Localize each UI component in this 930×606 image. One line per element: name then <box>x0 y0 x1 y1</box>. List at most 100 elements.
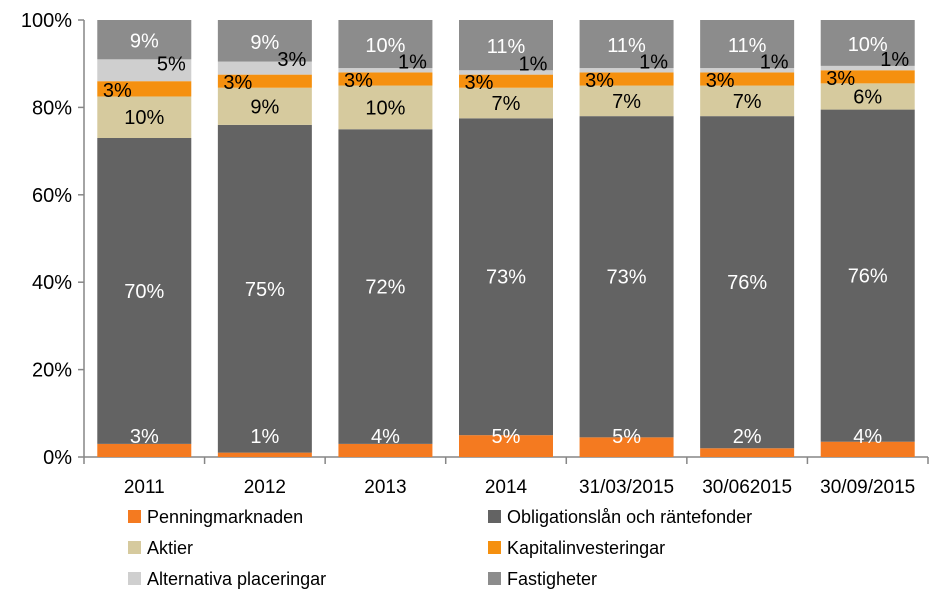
bar-segment <box>459 118 553 436</box>
data-label: 7% <box>733 91 762 113</box>
data-label: 3% <box>103 80 132 102</box>
x-tick-label: 2013 <box>364 477 406 498</box>
bar-segment <box>820 65 915 71</box>
bar-segment <box>338 68 433 73</box>
data-label: 73% <box>607 267 647 289</box>
data-label: 3% <box>706 70 735 92</box>
data-label: 9% <box>250 96 279 118</box>
bar-segment <box>97 137 192 444</box>
data-label: 1% <box>760 51 789 73</box>
legend-label: Alternativa placeringar <box>147 569 326 589</box>
x-tick-label: 2014 <box>485 477 528 498</box>
bars <box>97 20 915 457</box>
x-tick-label: 30/062015 <box>702 477 792 498</box>
y-tick-label: 100% <box>21 10 72 32</box>
y-tick-label: 0% <box>43 447 72 469</box>
data-label: 2% <box>733 426 762 448</box>
bar-segment <box>820 441 915 457</box>
x-tick-label: 2012 <box>244 477 286 498</box>
bar-segment <box>338 72 433 86</box>
y-tick-label: 40% <box>32 272 72 294</box>
bar-segment <box>459 435 553 457</box>
x-axis: 2011 2012 2013 2014 31/03/2015 30/062015 30/09… <box>83 456 929 498</box>
data-label: 5% <box>157 53 186 75</box>
bar-segment <box>700 20 795 69</box>
bar-segment <box>579 116 674 438</box>
bar-segment <box>579 68 674 73</box>
data-label: 3% <box>465 72 494 94</box>
legend-swatch <box>128 572 141 585</box>
bar-segment <box>97 81 192 97</box>
data-label: 76% <box>727 272 767 294</box>
data-label: 10% <box>365 35 405 57</box>
legend-swatch <box>488 572 501 585</box>
bar-segment <box>217 87 312 125</box>
legend-swatch <box>488 541 501 554</box>
data-label: 10% <box>848 34 888 56</box>
bar-segment <box>97 443 192 457</box>
data-label: 3% <box>277 49 306 71</box>
bar-segment <box>217 74 312 88</box>
bar-segment <box>338 20 433 69</box>
bar-segment <box>338 85 433 130</box>
bar-segment <box>820 83 915 110</box>
bar-segment <box>459 70 553 75</box>
data-label: 3% <box>223 72 252 94</box>
bar-segment <box>700 116 795 449</box>
data-label: 7% <box>612 91 641 113</box>
legend-swatch <box>488 510 501 523</box>
y-tick-label: 20% <box>32 360 72 382</box>
data-label: 6% <box>853 86 882 108</box>
bar-segment <box>579 85 674 117</box>
data-label: 70% <box>124 281 164 303</box>
bar-segment <box>820 20 915 66</box>
data-label: 11% <box>487 36 526 58</box>
bar-segment <box>217 61 312 75</box>
bar-segment <box>338 443 433 457</box>
legend-label: Fastigheter <box>507 569 597 589</box>
data-label: 7% <box>492 93 521 115</box>
legend-label: Aktier <box>147 538 193 558</box>
bar-segment <box>820 70 915 84</box>
legend-swatch <box>128 541 141 554</box>
legend: Penningmarknaden Obligationslån och ränte… <box>128 507 752 589</box>
data-label: 72% <box>365 277 405 299</box>
data-label: 3% <box>826 68 855 90</box>
bar-segment <box>217 20 312 62</box>
bar-segment <box>700 85 795 117</box>
data-label: 75% <box>245 279 285 301</box>
bar-segment <box>459 87 553 119</box>
data-label: 3% <box>344 70 373 92</box>
data-label: 1% <box>880 49 909 71</box>
y-tick-label: 60% <box>32 185 72 207</box>
bar-segment <box>700 448 795 457</box>
data-label: 11% <box>728 35 767 57</box>
bar-segment <box>459 74 553 88</box>
y-axis: 0% 20% 40% 60% 80% 100% <box>21 10 85 469</box>
x-tick-label: 30/09/2015 <box>820 477 915 498</box>
data-label: 10% <box>365 97 405 119</box>
data-label: 3% <box>585 70 614 92</box>
data-label: 10% <box>124 107 164 129</box>
x-tick-label: 31/03/2015 <box>579 477 674 498</box>
bar-segment <box>579 437 674 457</box>
bar-segment <box>97 59 192 82</box>
data-label: 73% <box>486 267 526 289</box>
data-label: 76% <box>848 266 888 288</box>
bar-segment <box>217 124 312 453</box>
bar-segment <box>820 109 915 442</box>
data-label: 11% <box>607 35 646 57</box>
y-tick-label: 80% <box>32 97 72 119</box>
data-label: 3% <box>130 426 159 448</box>
data-label: 9% <box>130 31 159 53</box>
bar-segment <box>97 20 192 60</box>
bar-segment <box>338 129 433 444</box>
bar-segment <box>579 72 674 86</box>
bar-segment <box>217 452 312 457</box>
legend-swatch <box>128 510 141 523</box>
bar-segment <box>700 72 795 86</box>
bar-segment <box>700 68 795 73</box>
data-label: 4% <box>853 426 882 448</box>
